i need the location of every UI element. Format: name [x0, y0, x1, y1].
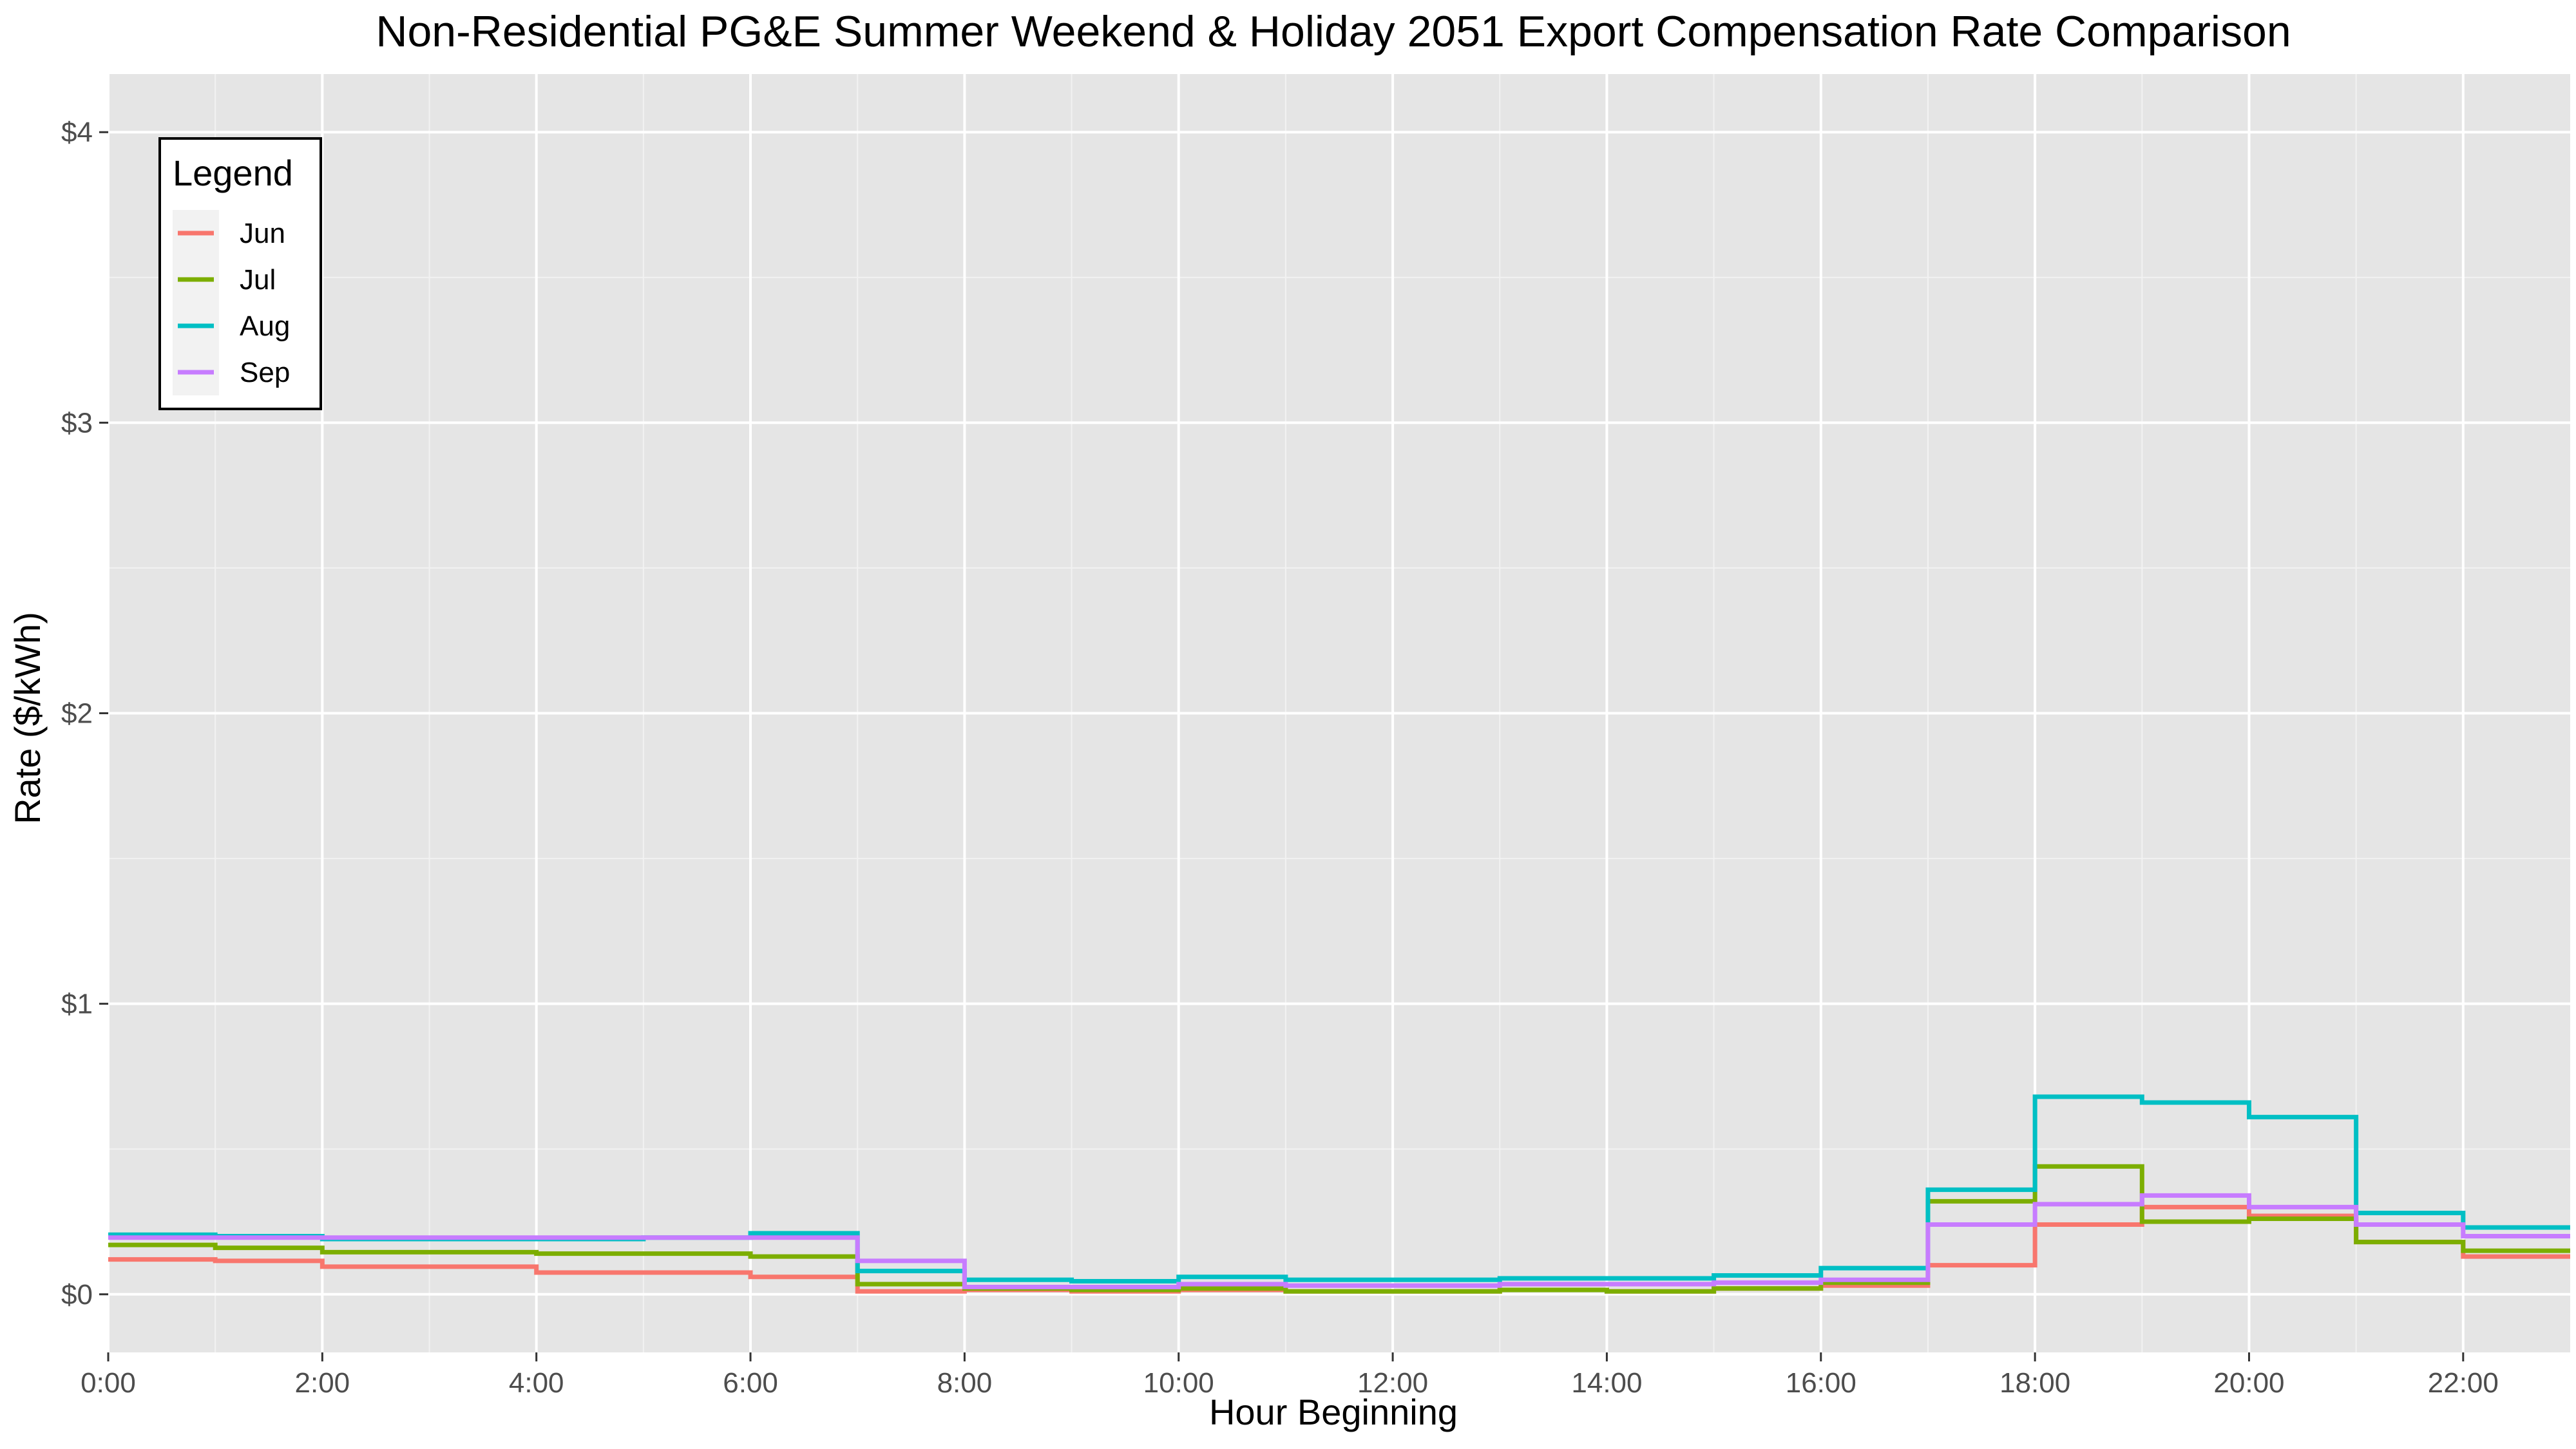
x-axis-title: Hour Beginning [1209, 1392, 1458, 1432]
x-tick-label: 12:00 [1357, 1367, 1428, 1399]
legend-title: Legend [173, 153, 293, 193]
x-tick-label: 6:00 [723, 1367, 778, 1399]
x-tick-label: 14:00 [1571, 1367, 1642, 1399]
chart-title: Non-Residential PG&E Summer Weekend & Ho… [376, 7, 2291, 56]
legend-label-sep: Sep [240, 357, 290, 388]
y-tick-label: $2 [61, 698, 93, 730]
y-axis-title: Rate ($/kWh) [7, 612, 48, 824]
x-tick-label: 2:00 [295, 1367, 350, 1399]
legend-label-jul: Jul [240, 264, 276, 296]
x-tick-label: 10:00 [1143, 1367, 1214, 1399]
x-tick-label: 22:00 [2428, 1367, 2499, 1399]
x-tick-label: 20:00 [2213, 1367, 2284, 1399]
legend-label-jun: Jun [240, 218, 285, 249]
x-tick-label: 16:00 [1786, 1367, 1856, 1399]
y-tick-label: $1 [61, 989, 93, 1020]
legend-items: Jun Jul Aug Sep [173, 210, 290, 395]
x-tick-label: 0:00 [81, 1367, 136, 1399]
legend: Legend Jun Jul Aug Sep [158, 137, 322, 410]
series-line-jul [108, 1164, 2570, 1294]
x-tick-label: 18:00 [1999, 1367, 2070, 1399]
y-tick-label: $0 [61, 1279, 93, 1311]
series-lines [108, 1094, 2570, 1294]
series-line-sep [108, 1193, 2570, 1289]
x-tick-label: 8:00 [937, 1367, 993, 1399]
major-gridlines [107, 74, 2570, 1352]
y-axis: $0 $1 $2 $3 $4 [61, 117, 108, 1311]
x-axis: 0:00 2:00 4:00 6:00 8:00 10:00 12:00 14:00 16:00… [81, 1352, 2499, 1399]
y-tick-label: $3 [61, 407, 93, 439]
x-tick-label: 4:00 [509, 1367, 564, 1399]
legend-label-aug: Aug [240, 310, 290, 342]
y-tick-label: $4 [61, 117, 93, 148]
